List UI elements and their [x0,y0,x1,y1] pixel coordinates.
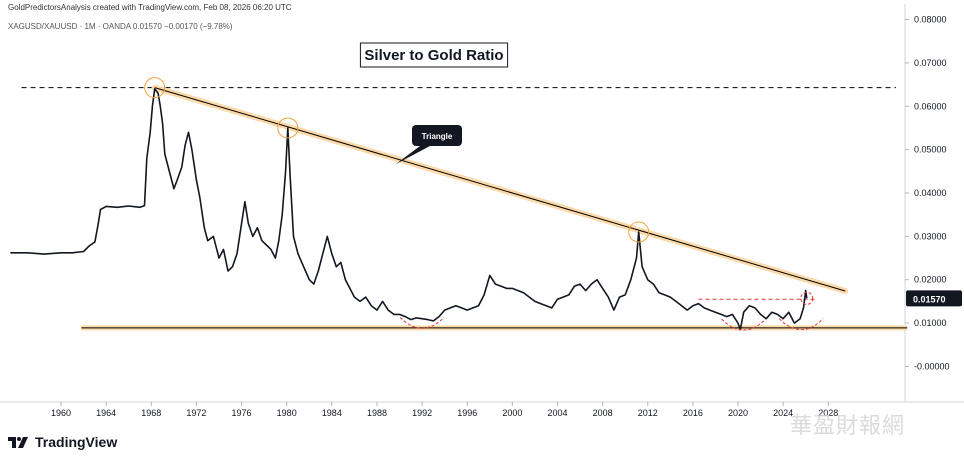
x-tick-label: 2024 [773,408,793,418]
y-tick-label: 0.01000 [914,318,947,328]
axes: 0.08000 0.07000 0.06000 0.05000 0.04000 0.030… [0,4,964,418]
x-tick-label: 1988 [367,408,387,418]
y-tick-label: 0.08000 [914,15,947,25]
x-tick-label: 1972 [186,408,206,418]
peak-highlight-circle [144,77,166,99]
y-tick-label: 0.06000 [914,101,947,111]
bottom-highlight-arc [399,316,445,329]
triangle-callout-box [412,125,462,146]
x-tick-label: 2020 [728,408,748,418]
chart-title-text: Silver to Gold Ratio [364,47,503,64]
x-tick-label: 1968 [141,408,161,418]
y-tick-label: 0.04000 [914,188,947,198]
chart-title-box [359,42,509,68]
peak-highlight-circle [277,117,299,139]
triangle-callout: Triangle [396,125,462,164]
ratio-series-line [10,88,808,331]
x-tick-label: 2012 [638,408,658,418]
x-tick-label: 1980 [277,408,297,418]
tradingview-brand[interactable]: TradingView [8,434,117,450]
x-tick-label: 1996 [457,408,477,418]
last-price-tag-box [906,290,962,307]
x-tick-label: 1964 [96,408,116,418]
x-tick-label: 2016 [683,408,703,418]
triangle-callout-label: Triangle [422,132,453,141]
triangle-trend-line [154,87,846,292]
y-tick-label: 0.07000 [914,58,947,68]
peak-highlight-circle [628,221,650,243]
series [10,88,808,331]
x-tick-label: 2004 [547,408,567,418]
x-tick-label: 1960 [51,408,71,418]
annotations: Silver to Gold Ratio Triangle [144,42,824,331]
x-tick-label: 2008 [593,408,613,418]
peak-highlight-circle [800,291,814,305]
tradingview-logo-text: TradingView [35,434,118,450]
bottom-highlight-arc [778,318,824,331]
y-tick-label: -0.00000 [914,361,950,371]
reference-lines [21,84,908,331]
bottom-highlight-arc [721,318,767,331]
chart-attribution: GoldPredictorsAnalysis created with Trad… [8,3,292,12]
symbol-info: XAGUSD/XAUUSD · 1M · OANDA 0.01570 −0.00… [8,22,233,31]
y-tick-label: 0.03000 [914,231,947,241]
y-tick-label: 0.02000 [914,275,947,285]
x-tick-label: 1976 [232,408,252,418]
chart-title: Silver to Gold Ratio [359,42,509,68]
x-tick-label: 2028 [818,408,838,418]
last-price-tag: 0.01570 [906,290,962,307]
triangle-callout-pointer [396,146,430,164]
x-tick-label: 2000 [502,408,522,418]
x-tick-label: 1992 [412,408,432,418]
tradingview-logo-icon [8,437,28,448]
x-tick-label: 1984 [322,408,342,418]
y-tick-label: 0.05000 [914,145,947,155]
watermark: 華盈財報網 [790,413,906,438]
last-price-label: 0.01570 [913,294,946,304]
